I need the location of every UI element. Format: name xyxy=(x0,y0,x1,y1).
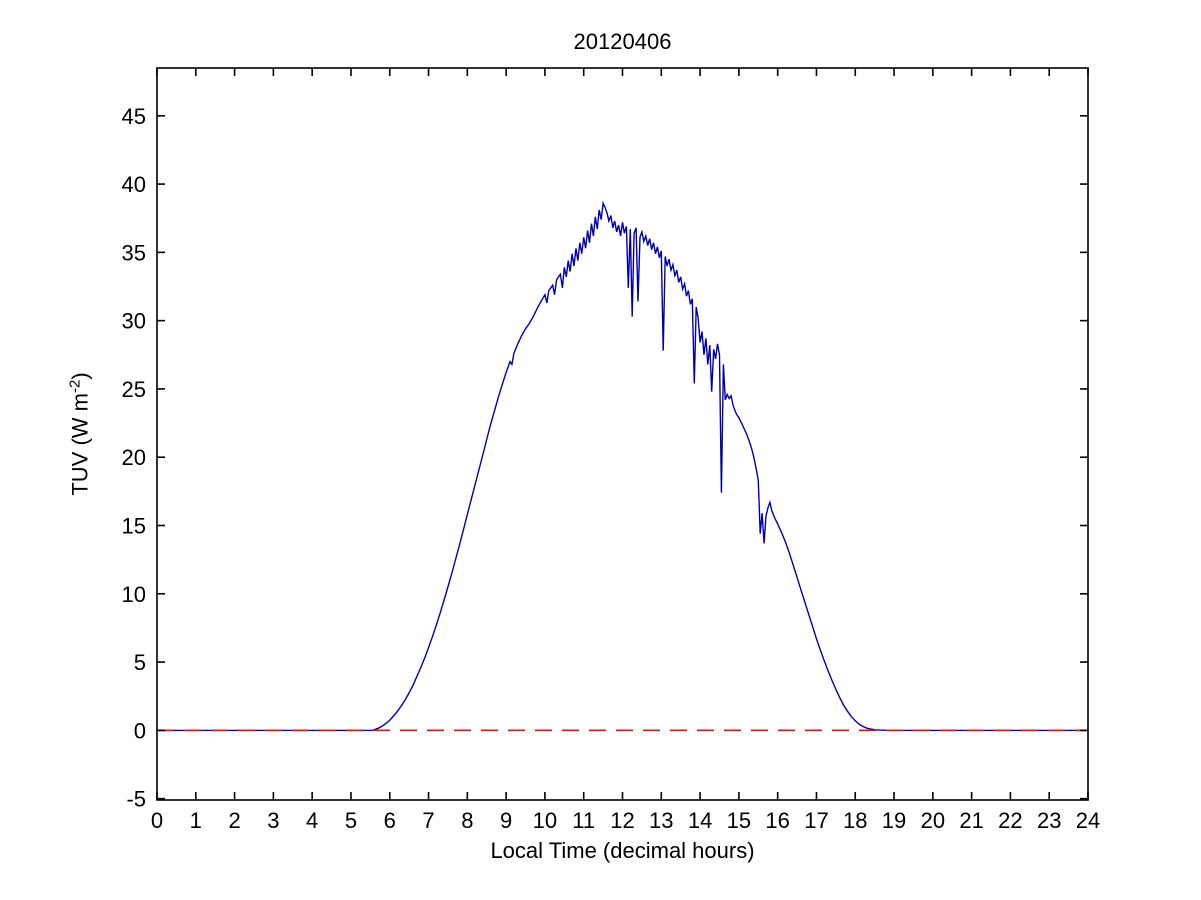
axes-box xyxy=(156,67,1089,801)
series-group xyxy=(157,200,1088,732)
x-tick-label: 22 xyxy=(998,808,1022,833)
y-tick-label: 35 xyxy=(122,240,146,265)
y-axis-label-prefix: TUV (W m xyxy=(67,393,93,496)
x-tick-label: 8 xyxy=(461,808,473,833)
x-tick-label: 19 xyxy=(882,808,906,833)
y-axis-label-superscript: -2 xyxy=(66,379,84,394)
y-tick-label: 10 xyxy=(122,582,146,607)
y-ticks: -5 0 5 10 15 20 25 30 35 40 45 xyxy=(122,104,1088,812)
y-tick-label: -5 xyxy=(126,787,146,812)
x-tick-label: 24 xyxy=(1076,808,1100,833)
x-tick-label: 13 xyxy=(649,808,673,833)
x-tick-label: 15 xyxy=(727,808,751,833)
y-tick-label: 45 xyxy=(122,104,146,129)
x-tick-label: 20 xyxy=(921,808,945,833)
x-tick-label: 11 xyxy=(572,808,595,833)
y-tick-label: 25 xyxy=(122,377,146,402)
x-tick-label: 9 xyxy=(500,808,512,833)
x-ticks: 0 1 2 3 4 5 6 7 8 9 10 11 12 13 14 15 16 17 18 19 20 21 22 23 24 xyxy=(151,68,1100,833)
x-tick-label: 2 xyxy=(228,808,240,833)
x-tick-label: 23 xyxy=(1037,808,1061,833)
x-tick-label: 1 xyxy=(190,808,202,833)
x-tick-label: 4 xyxy=(306,808,318,833)
x-tick-label: 18 xyxy=(843,808,867,833)
x-tick-label: 7 xyxy=(422,808,434,833)
tuv-irradiance-line xyxy=(157,200,1088,732)
x-tick-label: 17 xyxy=(804,808,828,833)
x-tick-label: 6 xyxy=(384,808,396,833)
x-tick-label: 21 xyxy=(959,808,983,833)
y-tick-label: 40 xyxy=(122,172,146,197)
y-axis-label: TUV (W m-2) xyxy=(66,372,93,495)
x-tick-label: 12 xyxy=(610,808,634,833)
y-tick-label: 30 xyxy=(122,309,146,334)
x-tick-label: 10 xyxy=(533,808,557,833)
chart-title: 20120406 xyxy=(573,29,672,54)
y-tick-label: 5 xyxy=(134,650,146,675)
y-tick-label: 15 xyxy=(122,514,146,539)
y-axis-label-suffix: ) xyxy=(67,372,93,380)
y-tick-label: 0 xyxy=(134,718,146,743)
x-tick-label: 0 xyxy=(151,808,163,833)
x-axis-label: Local Time (decimal hours) xyxy=(490,838,755,863)
x-tick-label: 16 xyxy=(765,808,789,833)
y-tick-label: 20 xyxy=(122,445,146,470)
x-tick-label: 14 xyxy=(688,808,712,833)
x-tick-label: 5 xyxy=(345,808,357,833)
x-tick-label: 3 xyxy=(267,808,279,833)
